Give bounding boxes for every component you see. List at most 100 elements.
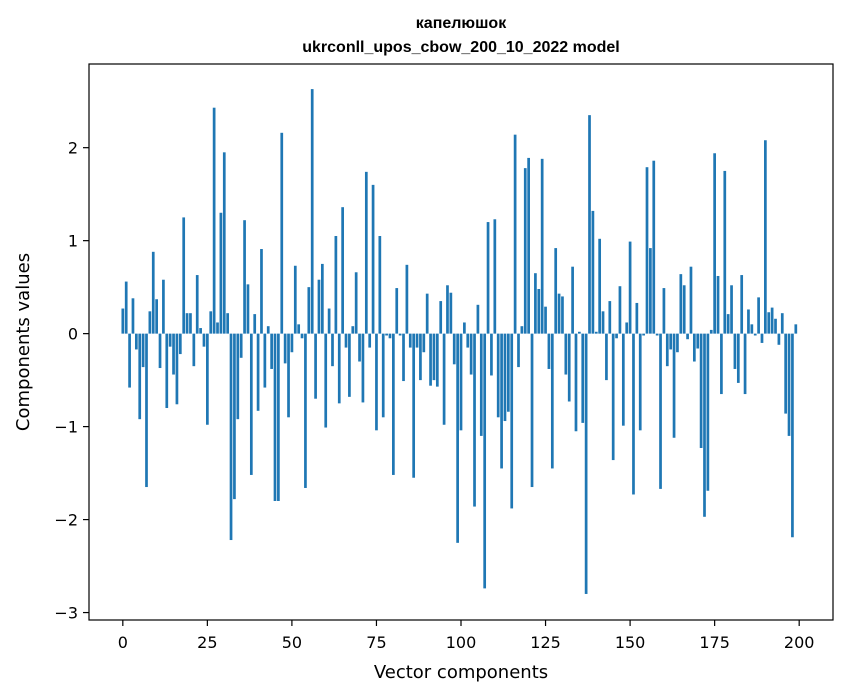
bar-91 (429, 333, 432, 386)
bar-82 (398, 333, 402, 336)
bar-136 (581, 333, 585, 423)
bar-172 (703, 333, 706, 517)
bar-46 (277, 333, 280, 501)
bar-13 (165, 333, 169, 409)
bar-2 (128, 333, 131, 388)
bar-105 (476, 304, 480, 334)
bar-51 (293, 265, 297, 334)
bar-18 (182, 217, 186, 334)
bar-27 (212, 107, 216, 334)
bar-72 (364, 171, 368, 334)
bar-11 (158, 333, 162, 369)
bar-194 (777, 333, 781, 345)
bar-84 (405, 264, 409, 334)
bar-186 (750, 324, 754, 334)
x-tick-label: 50 (282, 633, 302, 652)
bar-195 (780, 313, 784, 334)
bar-140 (594, 331, 598, 334)
bar-71 (361, 333, 365, 403)
bar-75 (375, 333, 378, 431)
bar-95 (442, 333, 446, 425)
bar-176 (716, 275, 720, 334)
bar-182 (736, 333, 740, 383)
bar-94 (439, 301, 443, 334)
bar-108 (486, 222, 490, 334)
bar-132 (567, 333, 571, 402)
bar-28 (216, 322, 219, 334)
bar-190 (764, 140, 767, 334)
bar-160 (662, 288, 666, 334)
bar-1 (124, 281, 128, 334)
bar-155 (645, 167, 649, 334)
bar-147 (618, 286, 622, 334)
bar-111 (496, 333, 500, 418)
bar-103 (469, 333, 473, 375)
bar-130 (561, 296, 564, 334)
bar-49 (287, 333, 290, 418)
bar-110 (493, 219, 497, 334)
bar-184 (743, 333, 747, 395)
bar-0 (121, 308, 125, 334)
bar-10 (155, 299, 158, 334)
bar-198 (791, 333, 794, 538)
bar-100 (459, 333, 463, 431)
bar-118 (520, 326, 524, 334)
bar-157 (652, 160, 656, 334)
bar-55 (307, 287, 311, 334)
bar-106 (479, 333, 483, 436)
bar-191 (767, 312, 771, 334)
bar-16 (175, 333, 179, 405)
bar-167 (686, 333, 689, 340)
y-tick-label: 2 (68, 139, 78, 158)
bar-53 (300, 333, 304, 339)
bar-173 (706, 333, 710, 491)
bar-4 (134, 333, 138, 350)
bar-80 (392, 333, 395, 475)
bar-117 (517, 333, 520, 368)
bar-124 (540, 158, 544, 334)
y-tick-label: −1 (54, 418, 78, 437)
bar-128 (554, 248, 558, 334)
bar-37 (246, 284, 250, 334)
bar-135 (578, 331, 581, 334)
y-tick-label: −3 (54, 604, 78, 623)
bar-181 (733, 333, 737, 369)
bar-156 (649, 248, 652, 334)
y-axis-label: Components values (13, 253, 34, 431)
bar-112 (500, 333, 503, 469)
bar-127 (550, 333, 554, 469)
bar-79 (388, 333, 392, 339)
bar-169 (692, 333, 696, 362)
bar-119 (523, 168, 527, 334)
bar-66 (344, 333, 348, 348)
bar-90 (425, 293, 429, 334)
bar-99 (456, 333, 459, 543)
bar-23 (199, 328, 202, 334)
bar-151 (632, 333, 635, 495)
bar-93 (435, 333, 439, 387)
bar-65 (341, 207, 344, 334)
bar-39 (253, 314, 257, 334)
bar-45 (273, 333, 277, 501)
chart-title-line1: капелюшок (416, 15, 507, 32)
bar-58 (317, 279, 321, 334)
bar-38 (249, 333, 253, 475)
bar-30 (222, 152, 226, 334)
bar-73 (368, 333, 372, 348)
bar-25 (206, 333, 209, 425)
bar-109 (490, 333, 493, 376)
bar-78 (385, 333, 388, 336)
bar-137 (584, 333, 588, 594)
x-tick-label: 0 (118, 633, 128, 652)
bar-89 (422, 333, 426, 353)
bar-69 (354, 272, 358, 334)
bar-32 (229, 333, 233, 541)
bar-143 (605, 333, 608, 381)
bar-171 (699, 333, 703, 448)
bar-107 (483, 333, 487, 589)
bar-77 (381, 333, 385, 418)
bar-188 (757, 297, 760, 334)
bar-162 (669, 333, 673, 350)
bar-152 (635, 302, 639, 334)
